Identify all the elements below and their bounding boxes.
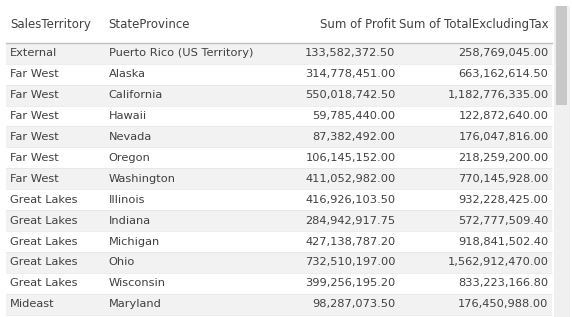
Text: 399,256,195.20: 399,256,195.20 <box>305 278 396 288</box>
Bar <box>6 231 552 252</box>
Bar <box>554 6 570 317</box>
Text: 572,777,509.40: 572,777,509.40 <box>458 216 549 226</box>
Text: Far West: Far West <box>10 90 59 100</box>
Text: 133,582,372.50: 133,582,372.50 <box>305 48 396 58</box>
Text: Far West: Far West <box>10 174 59 184</box>
Bar <box>556 6 567 105</box>
Text: 411,052,982.00: 411,052,982.00 <box>305 174 396 184</box>
Text: Illinois: Illinois <box>109 195 145 205</box>
Text: Far West: Far West <box>10 69 59 79</box>
Text: 550,018,742.50: 550,018,742.50 <box>305 90 396 100</box>
Text: Sum of TotalExcludingTax: Sum of TotalExcludingTax <box>399 18 549 31</box>
Bar <box>6 147 552 168</box>
Text: 918,841,502.40: 918,841,502.40 <box>458 236 549 247</box>
Text: Wisconsin: Wisconsin <box>109 278 166 288</box>
Text: Great Lakes: Great Lakes <box>10 278 78 288</box>
Text: Maryland: Maryland <box>109 299 161 309</box>
Text: 663,162,614.50: 663,162,614.50 <box>459 69 549 79</box>
Bar <box>6 252 552 273</box>
Text: 258,769,045.00: 258,769,045.00 <box>458 48 549 58</box>
Text: Ohio: Ohio <box>109 257 135 268</box>
Text: 1,182,776,335.00: 1,182,776,335.00 <box>447 90 549 100</box>
Text: Great Lakes: Great Lakes <box>10 216 78 226</box>
Text: Far West: Far West <box>10 153 59 163</box>
Text: 98,287,073.50: 98,287,073.50 <box>312 299 396 309</box>
Bar <box>6 315 552 317</box>
Text: 176,047,816.00: 176,047,816.00 <box>458 132 549 142</box>
Bar <box>6 294 552 315</box>
Text: Michigan: Michigan <box>109 236 160 247</box>
Bar <box>6 273 552 294</box>
Text: 932,228,425.00: 932,228,425.00 <box>459 195 549 205</box>
Text: Sum of Profit: Sum of Profit <box>320 18 396 31</box>
Bar <box>6 189 552 210</box>
Text: Indiana: Indiana <box>109 216 151 226</box>
Bar <box>6 6 552 43</box>
Text: 833,223,166.80: 833,223,166.80 <box>458 278 549 288</box>
Text: 176,450,988.00: 176,450,988.00 <box>458 299 549 309</box>
Text: 106,145,152.00: 106,145,152.00 <box>305 153 396 163</box>
Text: California: California <box>109 90 163 100</box>
Text: 218,259,200.00: 218,259,200.00 <box>458 153 549 163</box>
Bar <box>6 64 552 85</box>
Bar <box>6 126 552 147</box>
Text: Oregon: Oregon <box>109 153 150 163</box>
Text: Great Lakes: Great Lakes <box>10 257 78 268</box>
Text: 1,562,912,470.00: 1,562,912,470.00 <box>447 257 549 268</box>
Text: 87,382,492.00: 87,382,492.00 <box>312 132 396 142</box>
Text: 59,785,440.00: 59,785,440.00 <box>312 111 396 121</box>
Text: Alaska: Alaska <box>109 69 146 79</box>
Text: SalesTerritory: SalesTerritory <box>10 18 91 31</box>
Text: Mideast: Mideast <box>10 299 55 309</box>
Text: Great Lakes: Great Lakes <box>10 236 78 247</box>
Bar <box>6 168 552 189</box>
Bar <box>6 106 552 126</box>
Bar <box>6 43 552 64</box>
Text: 314,778,451.00: 314,778,451.00 <box>305 69 396 79</box>
Text: Great Lakes: Great Lakes <box>10 195 78 205</box>
Bar <box>6 210 552 231</box>
Text: Far West: Far West <box>10 132 59 142</box>
Text: 770,145,928.00: 770,145,928.00 <box>458 174 549 184</box>
Text: 732,510,197.00: 732,510,197.00 <box>305 257 396 268</box>
Text: 416,926,103.50: 416,926,103.50 <box>305 195 396 205</box>
Text: 122,872,640.00: 122,872,640.00 <box>459 111 549 121</box>
Text: Hawaii: Hawaii <box>109 111 147 121</box>
Bar <box>6 85 552 106</box>
Text: Nevada: Nevada <box>109 132 152 142</box>
Text: 284,942,917.75: 284,942,917.75 <box>305 216 396 226</box>
Text: Far West: Far West <box>10 111 59 121</box>
Text: StateProvince: StateProvince <box>109 18 190 31</box>
Text: Puerto Rico (US Territory): Puerto Rico (US Territory) <box>109 48 253 58</box>
Text: Washington: Washington <box>109 174 176 184</box>
Text: External: External <box>10 48 58 58</box>
Text: 427,138,787.20: 427,138,787.20 <box>305 236 396 247</box>
